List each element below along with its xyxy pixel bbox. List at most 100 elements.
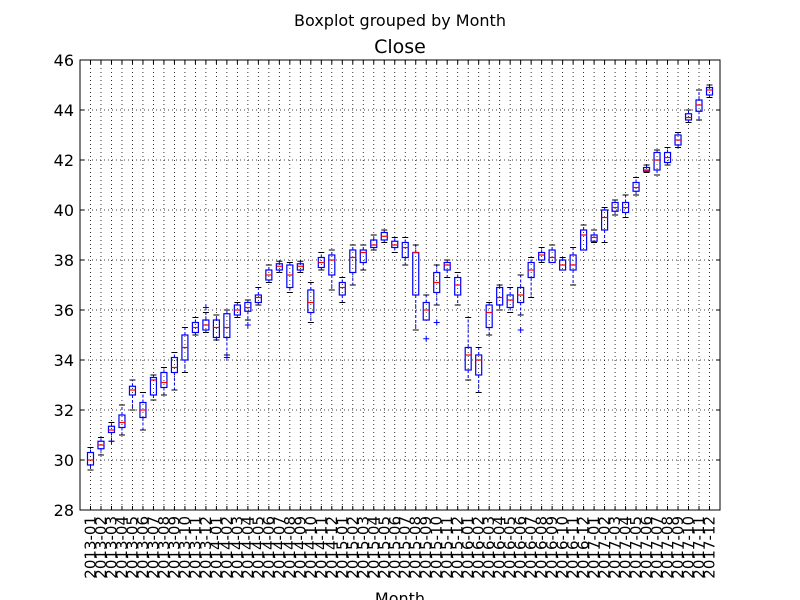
iqr-box [359, 249, 367, 264]
box-2016-01 [464, 317, 472, 381]
x-tick-label: 2016-05 [501, 516, 519, 579]
figure-suptitle: Boxplot grouped by Month [294, 11, 506, 30]
iqr-box [548, 249, 556, 264]
box-2015-01 [338, 277, 346, 303]
box-2014-07 [275, 260, 283, 273]
x-tick-label: 2013-09 [165, 516, 183, 579]
x-axis-label: Month [375, 589, 425, 600]
box-2014-01 [212, 314, 220, 341]
plot-frame [79, 59, 721, 511]
box-2017-01 [590, 229, 598, 243]
y-tick-label: 30 [54, 451, 74, 470]
box-2015-02 [349, 244, 357, 286]
box-2017-02 [600, 207, 609, 243]
y-tick-label: 38 [54, 251, 74, 270]
iqr-box [370, 239, 378, 249]
y-tick-label: 28 [54, 501, 74, 520]
iqr-box [705, 86, 714, 96]
iqr-box [653, 151, 661, 171]
iqr-box [128, 385, 137, 396]
iqr-box [86, 451, 95, 466]
x-tick-label: 2017-06 [638, 516, 656, 579]
x-tick-label: 2016-07 [522, 516, 540, 579]
iqr-box [485, 304, 493, 329]
iqr-box [328, 254, 336, 276]
box-2015-06 [391, 237, 399, 253]
iqr-box [170, 356, 179, 374]
x-tick-label: 2017-03 [606, 516, 624, 579]
box-2014-06 [265, 264, 273, 283]
iqr-box [223, 313, 231, 339]
box-2017-08 [663, 147, 672, 166]
iqr-box [590, 234, 598, 242]
x-tick-label: 2013-06 [134, 516, 152, 579]
x-tick-label: 2013-01 [81, 516, 99, 579]
x-tick-label: 2015-03 [354, 516, 372, 579]
box-2013-04 [118, 404, 126, 436]
x-tick-label: 2014-01 [207, 516, 225, 579]
x-tick-label: 2013-02 [92, 516, 110, 579]
iqr-box [611, 201, 619, 212]
box-2015-09 [422, 294, 430, 342]
flier-point [244, 322, 251, 328]
x-tick-label: 2016-11 [564, 516, 582, 579]
box-2014-03 [233, 302, 241, 318]
x-tick-label: 2014-11 [312, 516, 330, 579]
iqr-box [569, 254, 577, 271]
iqr-box [254, 294, 262, 304]
y-tick-label: 36 [54, 301, 74, 320]
box-2017-11 [695, 89, 703, 121]
x-tick-label: 2014-09 [291, 516, 309, 579]
box-2014-11 [317, 252, 325, 271]
iqr-box [580, 229, 588, 251]
iqr-box [275, 263, 283, 271]
y-tick-label: 44 [54, 101, 74, 120]
iqr-box [307, 289, 315, 314]
box-2014-10 [307, 282, 315, 323]
box-2017-04 [621, 194, 630, 218]
x-tick-label: 2017-11 [690, 516, 708, 579]
iqr-box [538, 251, 546, 261]
x-tick-label: 2017-04 [617, 516, 635, 579]
x-tick-label: 2015-07 [396, 516, 414, 579]
grid-lines [80, 59, 720, 511]
box-2015-10 [433, 264, 441, 326]
iqr-box [244, 301, 252, 312]
x-tick-label: 2017-07 [648, 516, 666, 579]
iqr-box [338, 281, 346, 296]
box-2017-03 [611, 199, 619, 216]
box-2016-03 [485, 302, 493, 336]
iqr-box [600, 209, 609, 231]
iqr-box [212, 319, 220, 339]
iqr-box [349, 249, 357, 274]
iqr-box [118, 414, 126, 429]
box-2017-05 [632, 177, 640, 196]
iqr-box [422, 301, 430, 321]
flier-point [433, 319, 440, 326]
box-2016-06 [517, 274, 525, 333]
box-2015-07 [401, 237, 409, 266]
x-tick-label: 2017-09 [669, 516, 687, 579]
x-tick-label: 2016-02 [470, 516, 488, 579]
iqr-box [642, 166, 651, 172]
box-2014-12 [328, 249, 336, 291]
box-2015-11 [443, 259, 451, 278]
box-2014-05 [254, 287, 262, 306]
axis-ticks: 283032343638404244462013-012013-022013-0… [54, 51, 720, 579]
iqr-box [149, 376, 158, 396]
box-2015-05 [380, 229, 388, 243]
y-tick-label: 42 [54, 151, 74, 170]
iqr-box [632, 181, 640, 192]
iqr-box [464, 346, 472, 371]
axes-title: Close [374, 36, 426, 58]
x-tick-label: 2014-07 [270, 516, 288, 579]
box-2013-01 [86, 447, 95, 471]
x-tick-label: 2013-10 [176, 516, 194, 579]
x-tick-label: 2015-05 [375, 516, 393, 579]
box-2014-09 [296, 260, 304, 273]
box-2017-10 [684, 109, 693, 123]
box-2014-04 [244, 299, 252, 328]
x-tick-label: 2017-10 [680, 516, 698, 579]
iqr-box [695, 99, 703, 112]
x-tick-label: 2017-05 [627, 516, 645, 579]
